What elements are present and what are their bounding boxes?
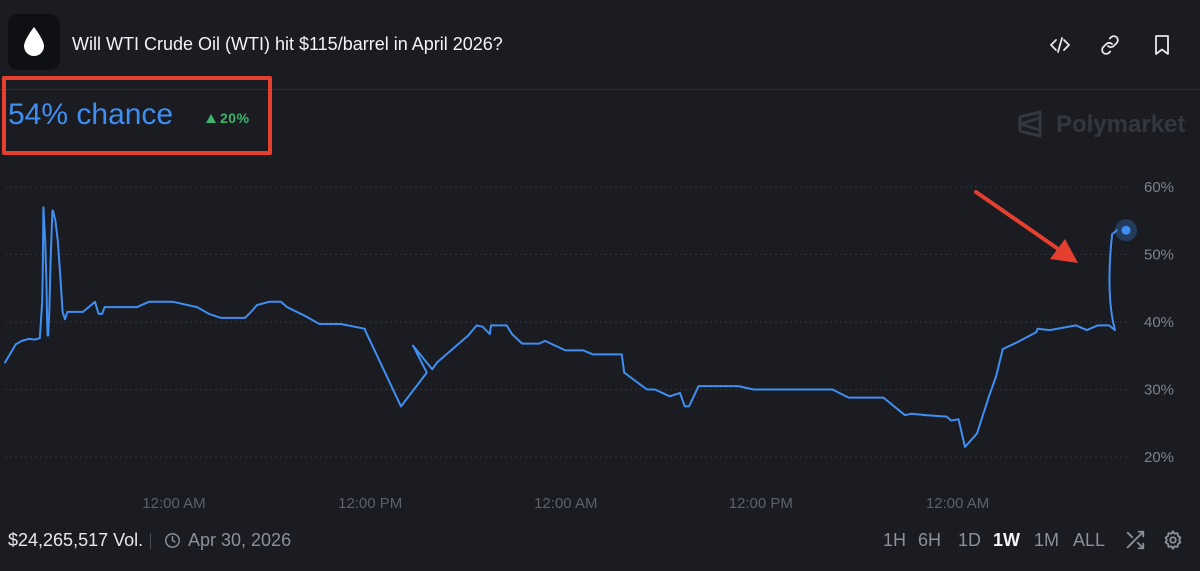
oil-drop-icon: [24, 27, 44, 56]
x-tick-label: 12:00 AM: [534, 495, 597, 512]
code-icon[interactable]: [1048, 33, 1072, 57]
chance-value: 54% chance: [8, 98, 174, 131]
y-tick-label: 30%: [1144, 382, 1174, 399]
market-header: Will WTI Crude Oil (WTI) hit $115/barrel…: [0, 0, 1200, 90]
triangle-up-icon: [206, 114, 216, 123]
bookmark-icon[interactable]: [1150, 33, 1174, 57]
annotation-arrow-shaft: [974, 190, 1066, 255]
range-1h[interactable]: 1H: [883, 530, 907, 550]
clock-icon: [165, 533, 180, 548]
range-1d[interactable]: 1D: [958, 530, 982, 550]
link-icon[interactable]: [1098, 33, 1122, 57]
y-tick-label: 60%: [1144, 179, 1174, 196]
range-1m[interactable]: 1M: [1034, 530, 1060, 550]
market-logo: [8, 14, 60, 70]
range-6h[interactable]: 6H: [918, 530, 942, 550]
price-chart: 60% 50% 40% 30% 20% 12:00 AM 12:00 PM 12:00 AM 1…: [4, 179, 1174, 512]
price-line: [4, 206, 1118, 448]
highlight-box: [2, 76, 272, 155]
x-tick-label: 12:00 PM: [729, 495, 793, 512]
market-title: Will WTI Crude Oil (WTI) hit $115/barrel…: [72, 34, 503, 54]
x-tick-label: 12:00 AM: [142, 495, 205, 512]
x-tick-label: 12:00 AM: [926, 495, 989, 512]
y-tick-label: 40%: [1144, 314, 1174, 331]
divider: [150, 533, 151, 549]
polymarket-logo-icon: [1018, 110, 1042, 138]
y-tick-label: 50%: [1144, 247, 1174, 264]
volume: $24,265,517 Vol.: [8, 530, 144, 550]
chance-delta: 20%: [206, 110, 250, 126]
shuffle-icon[interactable]: [1124, 529, 1146, 551]
range-1w[interactable]: 1W: [993, 530, 1020, 550]
current-point: [1121, 225, 1131, 235]
watermark-text: Polymarket: [1056, 111, 1186, 138]
settings-icon[interactable]: [1162, 529, 1184, 551]
annotation-arrow-head: [1050, 239, 1078, 263]
x-tick-label: 12:00 PM: [338, 495, 402, 512]
range-all[interactable]: ALL: [1073, 530, 1106, 550]
y-tick-label: 20%: [1144, 449, 1174, 466]
end-date-text: Apr 30, 2026: [188, 530, 292, 550]
chance-delta-value: 20%: [220, 110, 250, 126]
